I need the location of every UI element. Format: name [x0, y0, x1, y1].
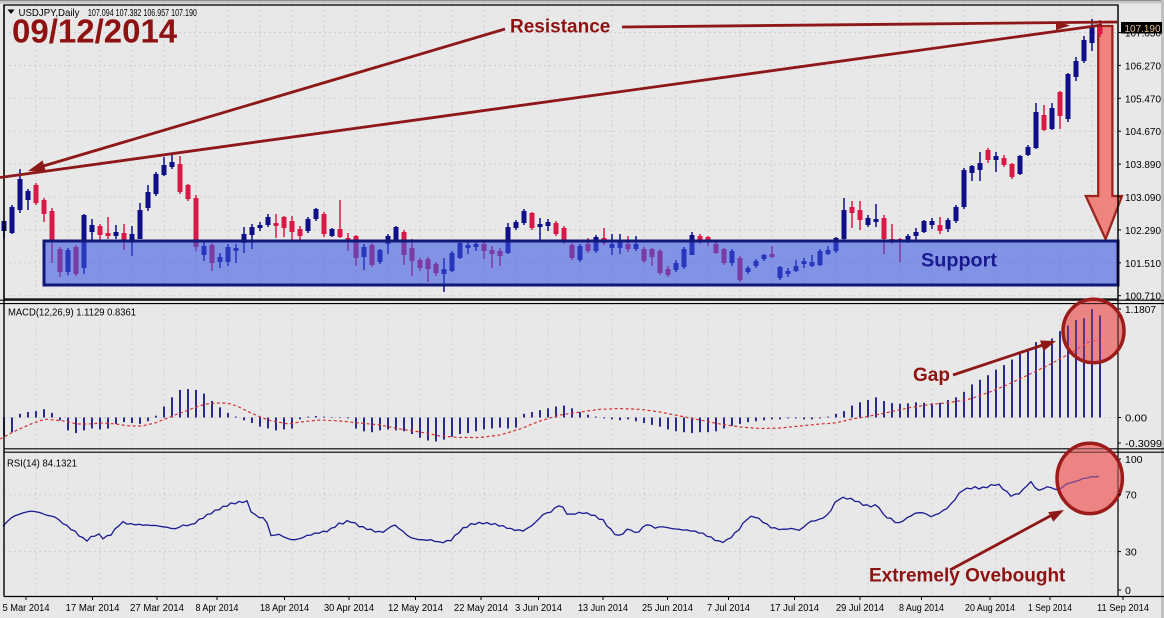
svg-text:1.1807: 1.1807 — [1125, 304, 1156, 316]
svg-text:0.00: 0.00 — [1125, 413, 1147, 425]
svg-text:104.670: 104.670 — [1125, 126, 1161, 138]
svg-text:106.270: 106.270 — [1125, 60, 1161, 72]
svg-text:MACD(12,26,9) 1.1129 0.8361: MACD(12,26,9) 1.1129 0.8361 — [8, 307, 136, 319]
svg-text:09/12/2014: 09/12/2014 — [12, 13, 178, 50]
svg-text:101.510: 101.510 — [1125, 258, 1161, 270]
svg-text:5 Mar 2014: 5 Mar 2014 — [3, 602, 50, 614]
svg-text:100: 100 — [1125, 454, 1143, 466]
svg-text:30: 30 — [1125, 547, 1137, 559]
svg-text:103.890: 103.890 — [1125, 159, 1161, 171]
svg-text:RSI(14) 84.1321: RSI(14) 84.1321 — [7, 458, 77, 470]
svg-text:Resistance: Resistance — [510, 17, 610, 38]
svg-text:USDJPY,Daily: USDJPY,Daily — [19, 7, 81, 19]
svg-text:3 Jun 2014: 3 Jun 2014 — [515, 602, 562, 614]
svg-text:0: 0 — [1125, 585, 1131, 597]
svg-text:7 Jul 2014: 7 Jul 2014 — [707, 602, 750, 614]
svg-text:18 Apr 2014: 18 Apr 2014 — [260, 602, 309, 614]
svg-text:30 Apr 2014: 30 Apr 2014 — [324, 602, 374, 614]
svg-text:13 Jun 2014: 13 Jun 2014 — [578, 602, 628, 614]
svg-text:103.090: 103.090 — [1125, 192, 1161, 204]
svg-text:Gap: Gap — [913, 365, 950, 386]
svg-text:25 Jun 2014: 25 Jun 2014 — [642, 602, 693, 614]
svg-text:105.470: 105.470 — [1125, 93, 1161, 105]
svg-text:Support: Support — [921, 251, 998, 272]
svg-text:17 Jul 2014: 17 Jul 2014 — [770, 602, 819, 614]
svg-text:17 Mar 2014: 17 Mar 2014 — [66, 602, 120, 614]
svg-text:8 Aug 2014: 8 Aug 2014 — [899, 602, 944, 614]
svg-text:22 May 2014: 22 May 2014 — [454, 602, 508, 614]
svg-text:11 Sep 2014: 11 Sep 2014 — [1097, 602, 1149, 614]
svg-text:107.094 107.382 106.957 107.19: 107.094 107.382 106.957 107.190 — [88, 7, 197, 19]
svg-text:12 May 2014: 12 May 2014 — [388, 602, 443, 614]
svg-text:107.190: 107.190 — [1125, 23, 1161, 35]
svg-text:-0.3099: -0.3099 — [1125, 438, 1162, 450]
svg-text:100.710: 100.710 — [1125, 291, 1161, 303]
svg-text:27 Mar 2014: 27 Mar 2014 — [130, 602, 184, 614]
svg-text:1 Sep 2014: 1 Sep 2014 — [1028, 602, 1072, 614]
svg-text:20 Aug 2014: 20 Aug 2014 — [965, 602, 1015, 614]
svg-text:70: 70 — [1125, 490, 1137, 502]
svg-text:29 Jul 2014: 29 Jul 2014 — [836, 602, 884, 614]
svg-text:Extremely Ovebought: Extremely Ovebought — [869, 566, 1066, 587]
svg-text:8 Apr 2014: 8 Apr 2014 — [196, 602, 239, 614]
svg-text:102.290: 102.290 — [1125, 225, 1161, 237]
